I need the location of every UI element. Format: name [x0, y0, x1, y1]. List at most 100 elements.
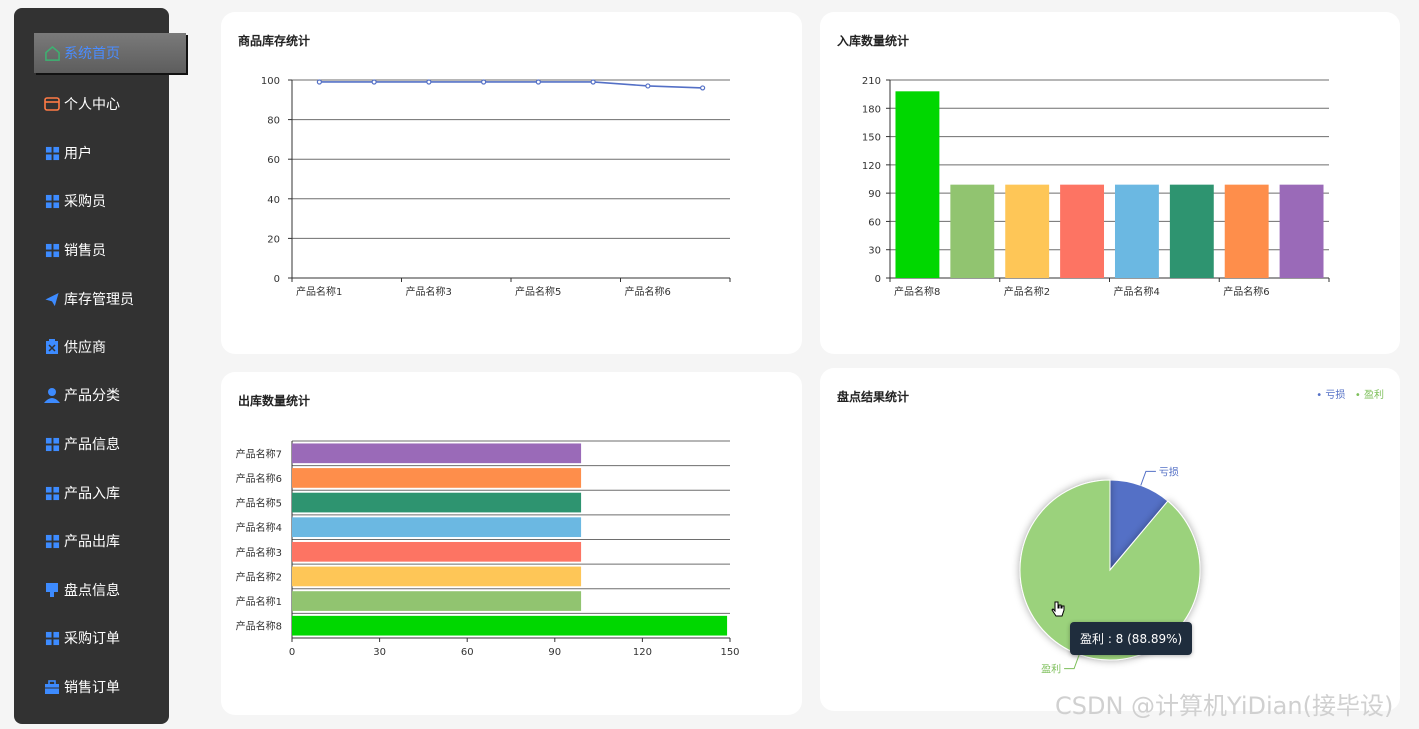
- sidebar-item-0[interactable]: 系统首页: [34, 33, 186, 73]
- series-line: [319, 81, 703, 89]
- data-point: [316, 79, 322, 85]
- person-icon: [44, 387, 60, 403]
- sidebar-item-label: 供应商: [64, 340, 106, 356]
- y-tick-label: 产品名称3: [236, 546, 282, 559]
- x-tick-label: 60: [461, 647, 474, 658]
- x-tick-label: 产品名称6: [1223, 285, 1269, 298]
- stock-chart-card: 商品库存统计 0 20 40 60 80 100 产品名称1 产品名称3 产品名称5 产品名称6: [221, 12, 802, 354]
- sidebar-item-10[interactable]: 产品出库: [14, 521, 169, 561]
- pie-label-line: [1064, 654, 1080, 670]
- data-point: [700, 85, 706, 91]
- sidebar-item-1[interactable]: 个人中心: [14, 84, 169, 124]
- grid-icon: [44, 145, 60, 161]
- sidebar-item-13[interactable]: 销售订单: [14, 667, 169, 707]
- bar: [895, 91, 940, 278]
- inventory-chart-card: 盘点结果统计 • 亏损 • 盈利 亏损 盈利: [820, 368, 1400, 711]
- pie-label: 盈利: [1041, 664, 1061, 676]
- watermark: CSDN @计算机YiDian(接毕设): [1055, 692, 1394, 720]
- sidebar-item-8[interactable]: 产品信息: [14, 424, 169, 464]
- sidebar-item-4[interactable]: 销售员: [14, 230, 169, 270]
- y-tick-label: 60: [868, 217, 881, 228]
- sidebar-item-11[interactable]: 盘点信息: [14, 570, 169, 610]
- sidebar-item-label: 盘点信息: [64, 583, 120, 599]
- outbound-chart-title: 出库数量统计: [238, 394, 311, 408]
- sidebar-item-label: 销售员: [64, 243, 106, 259]
- x-tick-label: 90: [548, 647, 561, 658]
- x-tick-label: 产品名称2: [1004, 285, 1050, 298]
- y-tick-label: 产品名称7: [236, 447, 282, 460]
- y-tick-label: 产品名称1: [236, 595, 282, 608]
- y-tick-label: 100: [261, 76, 280, 87]
- grid-icon: [44, 485, 60, 501]
- x-tick-label: 产品名称3: [406, 285, 452, 298]
- sidebar-item-2[interactable]: 用户: [14, 133, 169, 173]
- data-point: [590, 79, 596, 85]
- hand-cursor-icon: [1051, 601, 1065, 617]
- x-tick-label: 产品名称8: [894, 285, 940, 298]
- sidebar-item-label: 采购订单: [64, 631, 120, 647]
- inbound-bar-chart: 0 30 60 90 120 150 180 210 产品名称8 产品名称2 产品名称4 产品名称6: [862, 76, 1330, 298]
- y-tick-label: 产品名称8: [236, 620, 282, 633]
- bar: [292, 492, 582, 513]
- bar: [292, 615, 728, 636]
- y-tick-label: 产品名称6: [236, 472, 282, 485]
- legend-loss-label: 亏损: [1325, 390, 1346, 401]
- x-tick-label: 产品名称5: [515, 285, 561, 298]
- bar: [292, 591, 582, 611]
- data-point: [426, 79, 432, 85]
- y-tick-label: 0: [274, 274, 280, 285]
- send-icon: [44, 291, 60, 307]
- sidebar-item-label: 库存管理员: [64, 292, 134, 308]
- data-point: [645, 83, 651, 89]
- data-point: [535, 79, 541, 85]
- grid-icon: [44, 193, 60, 209]
- legend-profit-label: 盈利: [1364, 390, 1384, 401]
- sidebar-item-label: 用户: [64, 146, 92, 162]
- y-tick-label: 40: [267, 195, 280, 206]
- y-tick-label: 0: [875, 274, 881, 285]
- sidebar: 系统首页个人中心用户采购员销售员库存管理员供应商产品分类产品信息产品入库产品出库…: [14, 8, 186, 724]
- y-tick-label: 产品名称2: [236, 570, 282, 583]
- grid-icon: [44, 533, 60, 549]
- sidebar-item-9[interactable]: 产品入库: [14, 473, 169, 513]
- sidebar-item-label: 产品分类: [64, 388, 120, 404]
- sidebar-item-7[interactable]: 产品分类: [14, 375, 169, 415]
- legend-loss[interactable]: • 亏损: [1316, 390, 1346, 401]
- sidebar-item-label: 采购员: [64, 194, 106, 210]
- sidebar-item-6[interactable]: 供应商: [14, 327, 169, 367]
- bar: [1224, 184, 1269, 278]
- bar: [1279, 184, 1324, 278]
- grid-icon: [44, 242, 60, 258]
- sidebar-item-12[interactable]: 采购订单: [14, 618, 169, 658]
- pie-label: 亏损: [1159, 465, 1179, 478]
- y-tick-label: 30: [868, 246, 881, 257]
- grid-icon: [44, 630, 60, 646]
- sidebar-item-label: 系统首页: [64, 46, 120, 62]
- y-tick-label: 20: [267, 234, 280, 245]
- outbound-bar-chart: 产品名称8 产品名称1 产品名称2 产品名称3 产品名称4 产品名称5 产品名称6 产品名称7…: [236, 440, 740, 658]
- x-tick-label: 30: [373, 647, 386, 658]
- y-tick-label: 150: [862, 133, 881, 144]
- pie-legend[interactable]: • 亏损 • 盈利: [1316, 386, 1384, 401]
- outbound-chart-card: 出库数量统计 产品名称8 产品名称1 产品名称2 产品名称3 产品名称4 产品名称5 产品名…: [221, 372, 802, 715]
- monitor-icon: [44, 582, 60, 598]
- x-tick-label: 120: [633, 647, 652, 658]
- clipboard-icon: [44, 339, 60, 355]
- bar: [292, 443, 582, 464]
- sidebar-item-label: 产品出库: [64, 534, 120, 550]
- inbound-chart-card: 入库数量统计 0 30 60 90 120 150 180 210 产品名称8 产品名称2 产品名称…: [820, 12, 1400, 354]
- y-tick-label: 产品名称4: [236, 521, 282, 534]
- stock-line-chart: 0 20 40 60 80 100 产品名称1 产品名称3 产品名称5 产品名称6: [261, 76, 731, 298]
- y-tick-label: 产品名称5: [236, 497, 282, 510]
- sidebar-item-5[interactable]: 库存管理员: [14, 279, 169, 319]
- x-tick-label: 150: [720, 647, 739, 658]
- stock-chart-title: 商品库存统计: [238, 34, 311, 48]
- legend-profit[interactable]: • 盈利: [1354, 390, 1384, 401]
- data-point: [371, 79, 377, 85]
- x-tick-label: 0: [289, 647, 295, 658]
- pie-label-line: [1140, 470, 1156, 486]
- x-tick-label: 产品名称6: [625, 285, 671, 298]
- sidebar-item-3[interactable]: 采购员: [14, 181, 169, 221]
- data-point: [481, 79, 487, 85]
